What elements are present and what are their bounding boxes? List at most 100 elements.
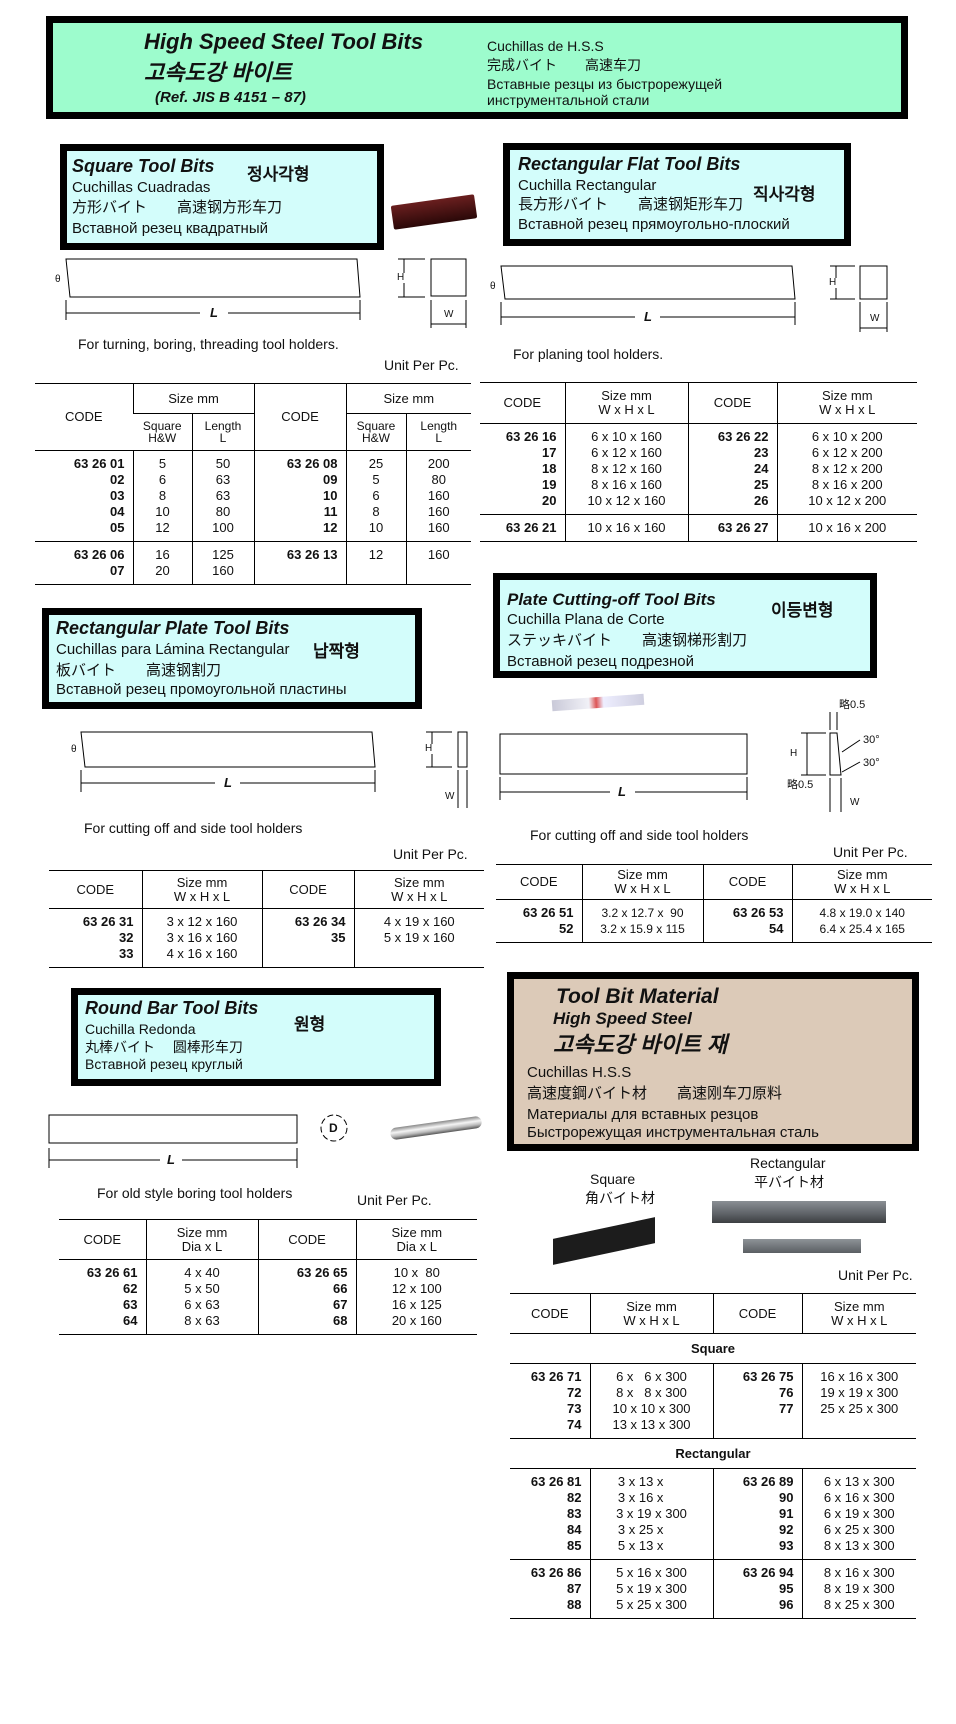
- col-size: Size mm Dia x L: [145, 1219, 258, 1260]
- col-code: CODE: [64, 409, 103, 424]
- table-row: 63 26 16 6 x 10 x 160 63 26 22 6 x 10 x 200: [480, 423, 917, 445]
- code-cell: 82: [567, 1490, 582, 1505]
- dims-label: W x H x L: [834, 881, 891, 896]
- size-cell: 10: [345, 520, 406, 542]
- col-size: Size mm W x H x L: [791, 864, 932, 900]
- size-label: Size mm: [393, 874, 445, 890]
- rect-flat-bit-drawing: [500, 265, 888, 332]
- square-title-es: Cuchillas Cuadradas: [72, 179, 211, 196]
- size-label: Size mm: [617, 867, 668, 882]
- size-cell: [345, 563, 406, 585]
- rect-flat-title-ru: Вставной резец прямоугольно-плоский: [518, 216, 790, 233]
- size-cell: 160: [405, 488, 471, 504]
- material-rect-label-ja: 平バイト材: [754, 1174, 824, 1190]
- table-row: 62 5 x 50 66 12 x 100: [59, 1281, 477, 1297]
- size-label: Size mm: [821, 388, 873, 403]
- square-table: CODE Size mm CODE Size mm Square H&W Length …: [35, 383, 471, 585]
- size-cell: 13 x 13 x 300: [589, 1417, 713, 1439]
- code-cell: 11: [253, 504, 346, 520]
- table-row: 85 5 x 13 x 93 8 x 13 x 300: [510, 1538, 916, 1560]
- table-row: 04 10 80 11 8 160: [35, 504, 471, 520]
- code-cell: 32: [119, 930, 134, 945]
- code-cell: 17: [542, 445, 557, 460]
- size-cell: 16: [132, 541, 192, 563]
- size-cell: 10 x 80: [355, 1259, 477, 1281]
- code-cell: 07: [110, 563, 125, 578]
- size-cell: 3 x 16 x 160: [141, 930, 262, 946]
- rect-plate-tool-bits-box: [42, 608, 422, 709]
- table-row: 63 26 86 5 x 16 x 300 63 26 94 8 x 16 x 300: [510, 1559, 916, 1581]
- header-title-ru-2: инструментальной стали: [487, 92, 650, 108]
- size-cell: 6: [345, 488, 406, 504]
- size-cell: 160: [405, 541, 471, 563]
- rect-flat-tool-bits-box: [503, 143, 851, 246]
- col-square-hw: Square H&W: [133, 413, 192, 451]
- size-cell: 10 x 16 x 200: [776, 514, 917, 542]
- size-cell: 4 x 40: [145, 1259, 258, 1281]
- size-cell: 80: [405, 472, 471, 488]
- header-title-en: High Speed Steel Tool Bits: [144, 29, 424, 54]
- size-cell: 8 x 13 x 300: [801, 1538, 916, 1560]
- table-row: 02 6 63 09 5 80: [35, 472, 471, 488]
- code-cell: 63 26 65: [257, 1259, 356, 1281]
- size-cell: 10 x 12 x 160: [564, 493, 688, 515]
- code-cell: 63 26 51: [496, 899, 582, 921]
- code-cell: 87: [567, 1581, 582, 1596]
- material-table: CODE Size mm W x H x L CODE Size mm W x H x L…: [510, 1293, 916, 1619]
- code-cell: 63 26 61: [59, 1259, 146, 1281]
- code-cell: 10: [253, 488, 346, 504]
- col-code: CODE: [510, 1293, 590, 1334]
- size-cell: 6.4 x 25.4 x 165: [791, 921, 932, 943]
- round-bar-usage: For old style boring tool holders: [97, 1185, 293, 1201]
- size-label: Size mm: [176, 1224, 228, 1240]
- col-length: Length L: [191, 413, 254, 451]
- size-cell: 6: [132, 472, 192, 488]
- square-dim-H: H: [396, 272, 406, 283]
- plate-cutoff-angle-2: 30°: [862, 757, 881, 769]
- material-subtitle: High Speed Steel: [553, 1009, 692, 1028]
- code-cell: 84: [567, 1522, 582, 1537]
- round-bar-dim-L: L: [166, 1152, 176, 1167]
- size-cell: 8 x 12 x 160: [564, 461, 688, 477]
- rect-plate-title-ko: 납짝형: [313, 642, 360, 661]
- size-cell: 25: [345, 450, 406, 472]
- size-cell: 3 x 19 x 300: [589, 1506, 713, 1522]
- size-cell: 8 x 16 x 160: [564, 477, 688, 493]
- code-cell: 73: [567, 1401, 582, 1416]
- code-cell: 72: [567, 1385, 582, 1400]
- size-cell: 160: [405, 520, 471, 542]
- col-code: CODE: [257, 1219, 356, 1260]
- col-size: Size mm W x H x L: [581, 864, 703, 900]
- plate-cutoff-title-es: Cuchilla Plana de Corte: [507, 611, 665, 628]
- code-cell: 35: [261, 930, 354, 946]
- round-bar-title-ja-zh: 丸棒バイト 圆棒形车刀: [85, 1039, 243, 1055]
- rect-bar-photo-large: [712, 1201, 886, 1223]
- size-cell: 10: [132, 504, 192, 520]
- rect-flat-dim-L: L: [643, 309, 653, 324]
- code-cell: 83: [567, 1506, 582, 1521]
- plate-cutoff-title-ja-zh: ステッキバイト 高速钢梯形割刀: [507, 632, 748, 649]
- material-title: Tool Bit Material: [556, 985, 719, 1008]
- rect-plate-dim-H: H: [424, 743, 434, 754]
- header-title-ja-zh: 完成バイト 高速车刀: [487, 57, 641, 73]
- size-cell: 6 x 6 x 300: [589, 1363, 713, 1385]
- rect-plate-unit: Unit Per Pc.: [393, 846, 468, 862]
- code-cell: 62: [123, 1281, 138, 1296]
- round-bar-photo: [389, 1115, 483, 1141]
- code-cell: 90: [712, 1490, 802, 1506]
- rect-plate-dim-theta: θ: [70, 744, 78, 755]
- size-cell: 160: [191, 563, 254, 585]
- square-bit-drawing: [65, 258, 467, 328]
- code-cell: 26: [687, 493, 777, 515]
- col-code: CODE: [49, 870, 142, 909]
- table-row: 63 26 06 16 125 63 26 13 12 160: [35, 541, 471, 563]
- code-cell: 63 26 31: [49, 908, 142, 930]
- size-cell: 5: [345, 472, 406, 488]
- size-cell: 16 x 16 x 300: [801, 1363, 916, 1385]
- square-unit: Unit Per Pc.: [384, 357, 459, 373]
- size-cell: 160: [405, 504, 471, 520]
- size-cell: 3.2 x 15.9 x 115: [581, 921, 703, 943]
- code-cell: 63 26 08: [253, 450, 346, 472]
- size-cell: 16 x 125: [355, 1297, 477, 1313]
- size-cell: 5 x 19 x 300: [589, 1581, 713, 1597]
